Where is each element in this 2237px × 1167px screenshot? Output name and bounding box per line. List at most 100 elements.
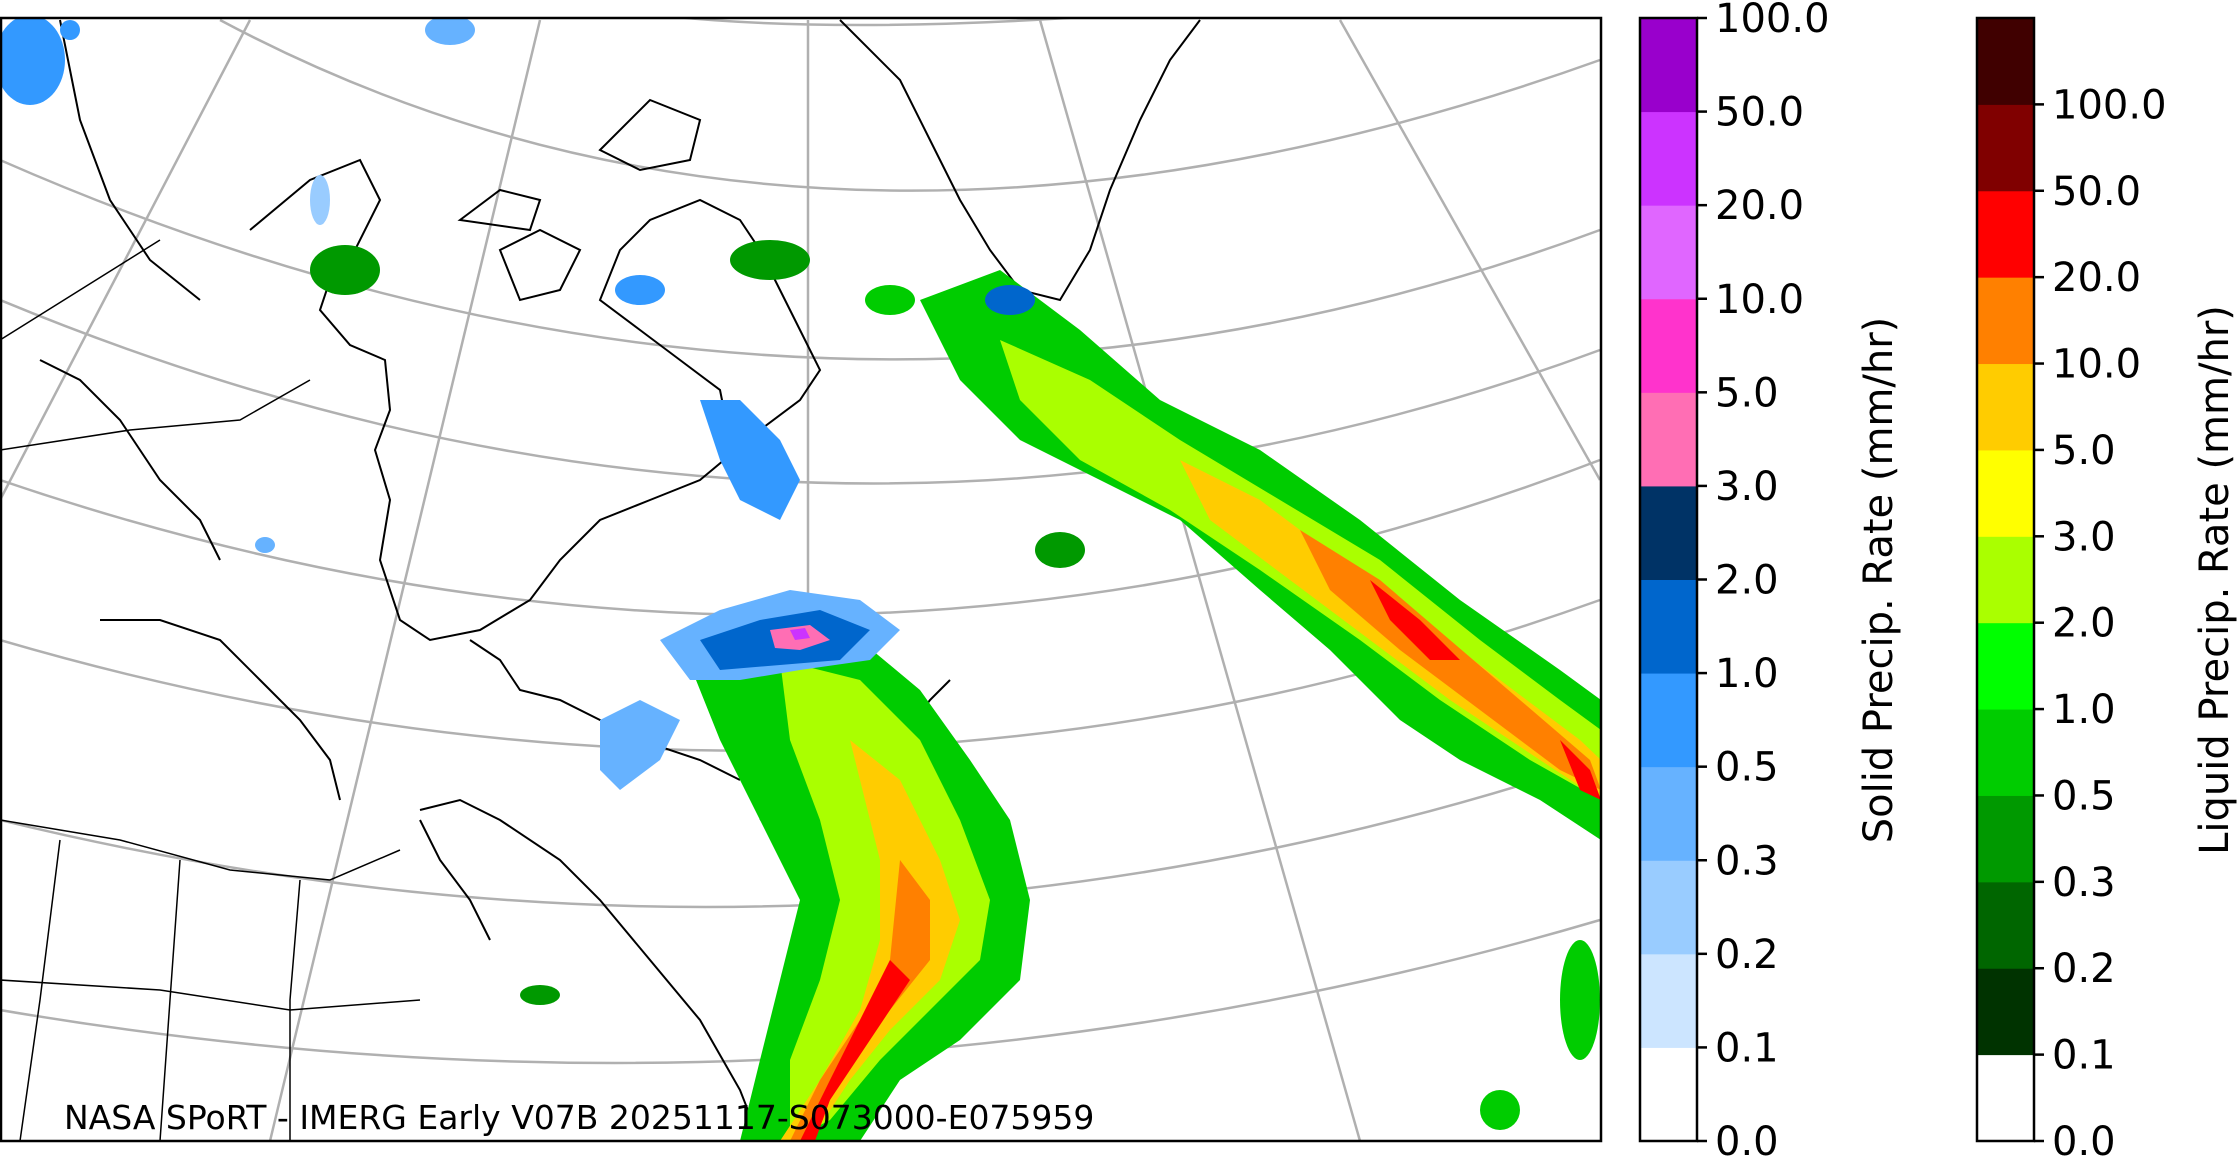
border-line [159,859,181,1141]
solid-colorbar-swatch [1640,860,1697,955]
liquid-colorbar-swatch [1977,277,2034,365]
liquid-colorbar-swatch [1977,968,2034,1056]
solid-colorbar-tick-label: 0.1 [1715,1025,1779,1071]
liquid-colorbar-swatch [1977,881,2034,969]
solid-colorbar-swatch [1640,205,1697,300]
solid-colorbar-tick-label: 3.0 [1715,464,1779,510]
solid-colorbar-tick-label: 0.0 [1715,1119,1779,1165]
coastline [249,158,822,642]
liquid-colorbar-swatch [1977,1054,2034,1142]
solid-precip-area [255,537,275,553]
border-line [1,979,421,1011]
solid-colorbar-tick-label: 100.0 [1715,0,1830,42]
border-line [1,239,161,341]
solid-precip-area [790,628,810,640]
longitude-line [268,19,542,1141]
liquid-colorbar-tick-label: 0.0 [2052,1119,2116,1165]
solid-colorbar-swatch [1640,485,1697,580]
liquid-colorbar-tick-label: 10.0 [2052,342,2141,388]
liquid-colorbar-label: Liquid Precip. Rate (mm/hr) [2192,305,2237,855]
borders [1,239,421,1141]
liquid-precip-area [1560,940,1600,1060]
liquid-colorbar-swatch [1977,709,2034,796]
solid-colorbar-swatch [1640,1047,1697,1142]
coastline [59,19,201,301]
liquid-colorbar-swatch [1977,190,2034,278]
liquid-precip-area [780,740,960,1141]
liquid-colorbar-swatches [1977,18,2034,1142]
liquid-colorbar-tick-label: 20.0 [2052,255,2141,301]
longitude-line [1338,19,1601,481]
solid-precip-area [60,20,80,40]
liquid-colorbar-tick-label: 0.5 [2052,773,2116,819]
longitude-line [1,19,252,501]
solid-precip-area [700,400,800,520]
coastline [419,798,761,1141]
coastline [839,19,1201,302]
solid-colorbar-swatch [1640,673,1697,768]
solid-colorbar-swatches [1640,18,1697,1142]
solid-colorbar-tick-label: 0.3 [1715,838,1779,884]
liquid-precip-area [790,860,930,1141]
coastline [498,228,582,302]
liquid-precip-area [310,245,380,295]
credit-text: NASA SPoRT - IMERG Early V07B 20251117-S… [64,1098,1094,1137]
latitude-line [1,299,1601,485]
liquid-colorbar-tick-label: 50.0 [2052,169,2141,215]
latitude-line [1,159,1601,361]
border-line [19,839,61,1141]
solid-colorbar-swatch [1640,579,1697,674]
solid-colorbar-tick-label: 0.2 [1715,932,1779,978]
liquid-colorbar-tick-label: 5.0 [2052,428,2116,474]
solid-colorbar-swatch [1640,953,1697,1048]
liquid-precip-area [1370,580,1460,660]
liquid-precip-field [310,240,1601,1141]
coastline [39,359,221,561]
coastline [419,819,491,941]
solid-precip-area [615,275,665,305]
solid-colorbar-ticks: 0.0 0.1 0.2 0.3 0.5 1.0 2.0 3.0 5.0 10.0 20.0 50.0 1… [1697,0,1830,1165]
liquid-colorbar-tick-label: 1.0 [2052,687,2116,733]
longitude-line [1038,19,1362,1141]
latitude-line [673,18,1087,27]
liquid-precip-area [865,285,915,315]
liquid-colorbar-swatch [1977,622,2034,710]
liquid-colorbar-swatch [1977,104,2034,192]
solid-colorbar-tick-label: 0.5 [1715,745,1779,791]
solid-precip-area [425,18,475,45]
solid-colorbar: 0.0 0.1 0.2 0.3 0.5 1.0 2.0 3.0 5.0 10.0 20.0 50.0 1… [1638,0,1902,1165]
liquid-precip-area [1035,532,1085,568]
liquid-colorbar-frame [1975,16,2036,1143]
border-line [1,379,311,451]
map-panel: NASA SPoRT - IMERG Early V07B 20251117-S… [0,16,1603,1143]
liquid-precip-area [800,960,910,1141]
map-frame [0,16,1603,1143]
solid-precip-field [1,18,1035,790]
solid-colorbar-label: Solid Precip. Rate (mm/hr) [1856,317,1902,844]
solid-precip-area [1,18,65,105]
liquid-precip-area [520,985,560,1005]
solid-colorbar-tick-label: 10.0 [1715,277,1804,323]
graticule [1,18,1601,1141]
latitude-line [219,18,1601,192]
liquid-colorbar-swatch [1977,536,2034,624]
solid-colorbar-tick-label: 20.0 [1715,183,1804,229]
solid-colorbar-tick-label: 2.0 [1715,558,1779,604]
border-line [1,819,401,881]
solid-colorbar-swatch [1640,18,1697,113]
coastline [100,619,341,801]
liquid-colorbar-tick-label: 0.2 [2052,946,2116,992]
solid-colorbar-tick-label: 5.0 [1715,370,1779,416]
liquid-colorbar-ticks: 0.0 0.1 0.2 0.3 0.5 1.0 2.0 3.0 5.0 10.0 20.0 50.0 1… [2034,82,2167,1165]
liquid-precip-area [1480,1090,1520,1130]
solid-colorbar-tick-label: 50.0 [1715,90,1804,136]
liquid-colorbar-swatch [1977,449,2034,537]
liquid-colorbar-swatch [1977,18,2034,105]
coastline [469,639,741,781]
solid-precip-area [310,175,330,225]
liquid-colorbar: 0.0 0.1 0.2 0.3 0.5 1.0 2.0 3.0 5.0 10.0 20.0 50.0 1… [1975,16,2237,1165]
coastline [598,98,702,172]
solid-colorbar-swatch [1640,392,1697,487]
liquid-colorbar-swatch [1977,795,2034,883]
